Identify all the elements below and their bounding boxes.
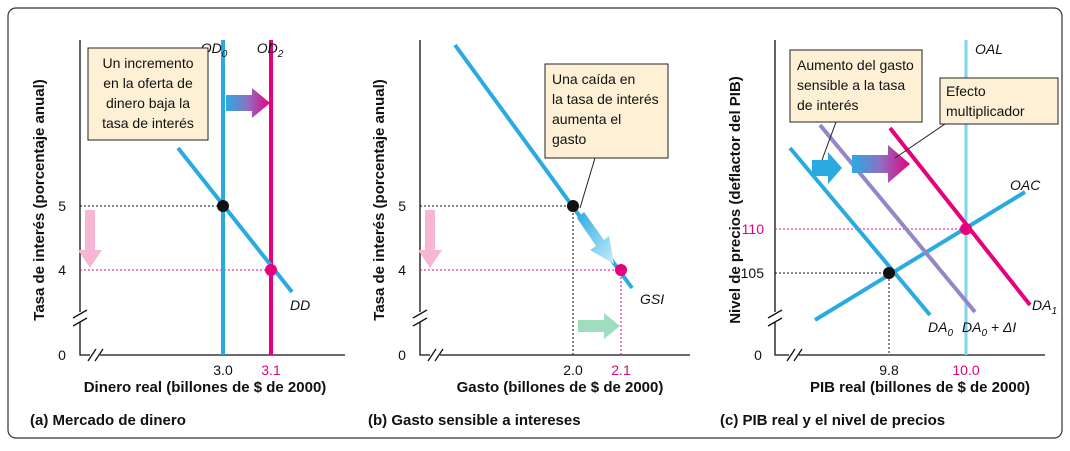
caption: (c) PIB real y el nivel de precios	[720, 412, 945, 429]
guide	[420, 269, 622, 355]
callout-text: tasa de interés	[102, 115, 194, 131]
point	[615, 264, 627, 276]
origin-label: 0	[398, 347, 406, 363]
x-tick-label: 2.1	[611, 362, 631, 378]
axis-break	[767, 309, 803, 362]
right-arrow	[578, 313, 620, 339]
shift-arrow	[577, 212, 614, 264]
leader	[894, 123, 946, 159]
x-axis-title: Dinero real (billones de $ de 2000)	[84, 379, 327, 396]
shift-arrow	[852, 145, 910, 183]
callout-text: gasto	[552, 131, 586, 147]
caption: (b) Gasto sensible a intereses	[368, 412, 581, 429]
callout-text: sensible a la tasa	[797, 77, 905, 93]
point	[960, 223, 972, 235]
callout-text: aumenta el	[552, 111, 621, 127]
callout-text: Un incremento	[102, 55, 193, 71]
x-axis-title: PIB real (billones de $ de 2000)	[810, 379, 1030, 396]
callout-text: Aumento del gasto	[797, 57, 914, 73]
callout-text: dinero baja la	[106, 95, 190, 111]
axes	[79, 40, 345, 356]
curve-label: OAC	[1010, 177, 1041, 193]
point	[265, 264, 277, 276]
x-tick-label: 9.8	[879, 362, 899, 378]
caption: (a) Mercado de dinero	[30, 412, 186, 429]
y-tick-label: 5	[398, 198, 406, 214]
callout	[87, 47, 209, 141]
y-tick-label: 4	[58, 262, 66, 278]
callout-text: multiplicador	[946, 103, 1025, 119]
callout-text: la tasa de interés	[552, 91, 659, 107]
callout-text: de interés	[797, 97, 858, 113]
point	[567, 200, 579, 212]
panel-c: Nivel de precios (deflactor del PIB) 0 1…	[720, 40, 1059, 429]
y-axis-title: Tasa de interés (porcentaje anual)	[371, 79, 388, 320]
point	[217, 200, 229, 212]
y-tick-label: 5	[58, 198, 66, 214]
leader	[821, 121, 837, 161]
axis-break	[72, 309, 104, 362]
curve-da1	[888, 126, 1032, 307]
curve-label: DD	[290, 297, 310, 313]
y-axis-title: Tasa de interés (porcentaje anual)	[31, 79, 48, 320]
axes	[774, 40, 1045, 356]
callout	[544, 63, 669, 159]
curve-da0-di	[818, 123, 977, 314]
curve-label: DA0 + ΔI	[962, 319, 1016, 339]
curve-label: OD2	[257, 40, 284, 60]
shift-arrow	[812, 152, 842, 184]
panel-a: Tasa de interés (porcentaje anual) 0 5 4…	[30, 40, 345, 429]
callout	[939, 77, 1059, 125]
down-arrow	[418, 210, 442, 268]
shift-arrow	[226, 88, 270, 118]
y-axis-title: Nivel de precios (deflactor del PIB)	[727, 76, 744, 324]
axes	[419, 40, 690, 356]
callout-text: Una caída en	[552, 71, 635, 87]
curve-label: DA1	[1032, 297, 1057, 317]
origin-label: 0	[58, 347, 66, 363]
x-tick-label: 2.0	[563, 362, 583, 378]
down-arrow	[78, 210, 102, 268]
curve-label: DA0	[928, 319, 953, 339]
axis-break	[412, 309, 444, 362]
callout	[789, 49, 923, 123]
guide	[420, 205, 574, 355]
callout-text: Efecto	[946, 83, 986, 99]
origin-label: 0	[754, 347, 762, 363]
y-tick-label: 4	[398, 262, 406, 278]
x-tick-label: 3.1	[261, 362, 281, 378]
x-axis-title: Gasto (billones de $ de 2000)	[457, 379, 664, 396]
frame	[7, 7, 1063, 439]
curve-label: GSI	[640, 291, 664, 307]
curve-oac	[813, 190, 1027, 322]
x-tick-label: 3.0	[213, 362, 233, 378]
y-tick-label: 105	[741, 265, 765, 281]
panel-b: Tasa de interés (porcentaje anual) 0 5 4…	[368, 40, 690, 429]
point	[883, 267, 895, 279]
callout-text: en la oferta de	[103, 75, 193, 91]
x-tick-label: 10.0	[952, 362, 979, 378]
curve-label: OAL	[975, 41, 1003, 57]
y-tick-label: 110	[742, 221, 765, 237]
leader	[579, 157, 596, 209]
